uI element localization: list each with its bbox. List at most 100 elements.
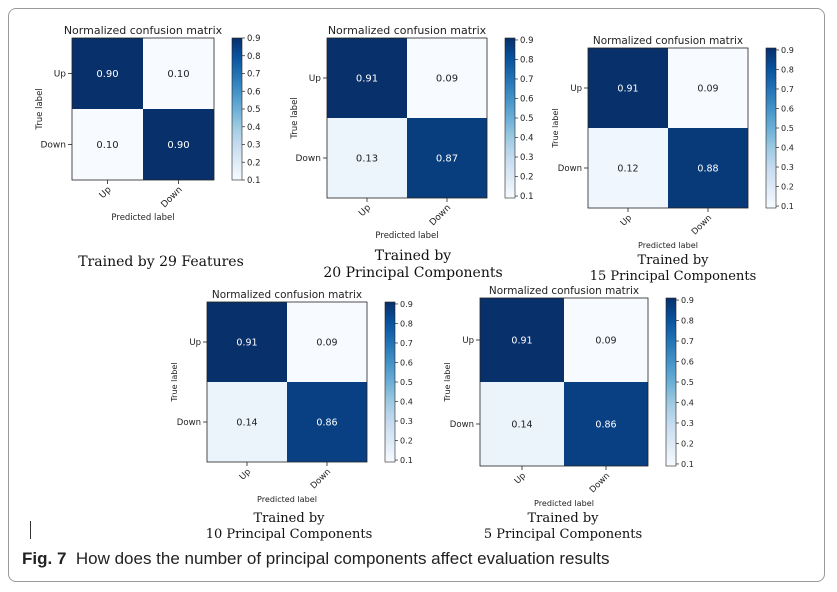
matrix-cell (327, 38, 407, 118)
colorbar-tick-label: 0.6 (681, 358, 694, 367)
matrix-cell (327, 118, 407, 198)
cell-value-label: 0.90 (96, 69, 118, 80)
x-tick-label: Up (98, 185, 114, 201)
chart-title: Normalized confusion matrix (328, 24, 487, 37)
colorbar-tick-label: 0.8 (681, 317, 694, 326)
colorbar-tick-label: 0.2 (247, 158, 261, 168)
colorbar (504, 37, 516, 199)
confusion-matrix-svg: Normalized confusion matrix 0.91 0.09 0.14 0… (170, 289, 413, 504)
cell-value-label: 0.13 (356, 154, 378, 165)
matrix-cell (564, 298, 648, 382)
cell-value-label: 0.87 (436, 154, 458, 165)
x-axis-label: Predicted label (534, 499, 594, 508)
matrix-cell (287, 302, 367, 382)
cell-value-label: 0.86 (316, 418, 337, 429)
colorbar-tick-label: 0.5 (781, 124, 794, 133)
matrix-cell (72, 109, 143, 180)
x-tick-label: Up (238, 467, 253, 482)
y-tick-label: Down (450, 420, 474, 430)
matrix-border (71, 37, 215, 181)
matrix-cell (588, 128, 668, 208)
y-tick-label: Down (177, 418, 201, 428)
y-tick-label: Up (462, 336, 474, 346)
matrix-cell (480, 382, 564, 466)
matrix-cell (407, 118, 487, 198)
x-tick-label: Up (357, 203, 373, 219)
cell-value-label: 0.09 (436, 74, 458, 85)
colorbar-tick-label: 0.8 (520, 55, 534, 65)
colorbar-tick-label: 0.5 (681, 378, 694, 387)
colorbar-tick-label: 0.3 (781, 163, 794, 172)
panel-caption-line: Trained by (637, 253, 709, 268)
x-axis-label: Predicted label (111, 213, 174, 223)
figure-caption-text: How does the number of principal compone… (75, 549, 610, 568)
colorbar-tick-label: 0.5 (400, 378, 413, 387)
matrix-border (587, 47, 749, 209)
confusion-matrix-panel: Normalized confusion matrix 0.91 0.09 0.13 0… (285, 22, 543, 244)
confusion-matrix-svg: Normalized confusion matrix 0.91 0.09 0.12 0… (551, 35, 794, 250)
colorbar-tick-label: 0.5 (520, 114, 534, 124)
y-axis-label: True label (170, 362, 179, 402)
y-tick-label: Up (570, 84, 582, 94)
figure-label: Fig. 7 (22, 549, 67, 568)
x-tick-label: Down (160, 185, 185, 210)
panel-caption-line: 5 Principal Components (483, 527, 643, 542)
colorbar-tick-label: 0.1 (520, 192, 534, 202)
y-tick-label: Up (309, 74, 322, 84)
panel-caption-line: 10 Principal Components (205, 527, 373, 542)
y-axis-label: True label (443, 362, 452, 402)
matrix-cell (668, 128, 748, 208)
panel-caption-line: 15 Principal Components (589, 269, 757, 284)
confusion-matrix-panel: Normalized confusion matrix 0.90 0.10 0.10 0… (30, 22, 270, 226)
panel-caption-line: Trained by 29 Features (78, 254, 244, 270)
matrix-cell (588, 48, 668, 128)
colorbar-tick-label: 0.8 (781, 65, 794, 74)
colorbar (765, 47, 777, 209)
cell-value-label: 0.91 (356, 74, 378, 85)
matrix-cell (207, 302, 287, 382)
colorbar-tick-label: 0.5 (247, 105, 261, 115)
matrix-cell (207, 382, 287, 462)
x-tick-label: Down (588, 471, 612, 495)
colorbar (231, 37, 243, 181)
colorbar-tick-label: 0.4 (681, 398, 694, 407)
y-axis-label: True label (290, 97, 300, 139)
matrix-border (206, 301, 368, 463)
cell-value-label: 0.90 (167, 140, 189, 151)
y-tick-label: Down (40, 141, 66, 151)
cell-value-label: 0.14 (511, 420, 532, 431)
panel-caption-line: Trained by (253, 511, 325, 526)
matrix-cell (407, 38, 487, 118)
colorbar-tick-label: 0.9 (681, 296, 694, 305)
colorbar-tick-label: 0.3 (681, 419, 694, 428)
colorbar-tick-label: 0.8 (400, 319, 413, 328)
colorbar-tick-label: 0.4 (247, 123, 261, 133)
cell-value-label: 0.91 (236, 338, 257, 349)
colorbar-tick-label: 0.4 (781, 144, 794, 153)
colorbar-tick-label: 0.4 (520, 134, 534, 144)
colorbar-tick-label: 0.9 (520, 36, 534, 46)
cell-value-label: 0.14 (236, 418, 257, 429)
colorbar-tick-label: 0.1 (781, 202, 794, 211)
colorbar-tick-label: 0.3 (247, 141, 261, 151)
cell-value-label: 0.09 (316, 338, 337, 349)
colorbar-tick-label: 0.7 (681, 337, 694, 346)
y-tick-label: Down (295, 154, 321, 164)
matrix-cell (72, 38, 143, 109)
colorbar-tick-label: 0.4 (400, 398, 413, 407)
matrix-cell (668, 48, 748, 128)
colorbar-tick-label: 0.6 (400, 358, 413, 367)
cell-value-label: 0.88 (697, 164, 718, 175)
colorbar-tick-label: 0.9 (781, 46, 794, 55)
x-tick-label: Down (309, 467, 333, 491)
x-axis-label: Predicted label (375, 231, 438, 241)
y-axis-label: True label (551, 108, 560, 148)
x-tick-label: Up (619, 213, 634, 228)
confusion-matrix-panel: Normalized confusion matrix 0.91 0.09 0.14 0… (438, 282, 704, 512)
cell-value-label: 0.91 (511, 336, 532, 347)
colorbar-tick-label: 0.8 (247, 52, 261, 62)
cell-value-label: 0.86 (595, 420, 616, 431)
cell-value-label: 0.10 (167, 69, 189, 80)
confusion-matrix-panel: Normalized confusion matrix 0.91 0.09 0.14 0… (165, 286, 423, 508)
y-tick-label: Up (189, 338, 201, 348)
